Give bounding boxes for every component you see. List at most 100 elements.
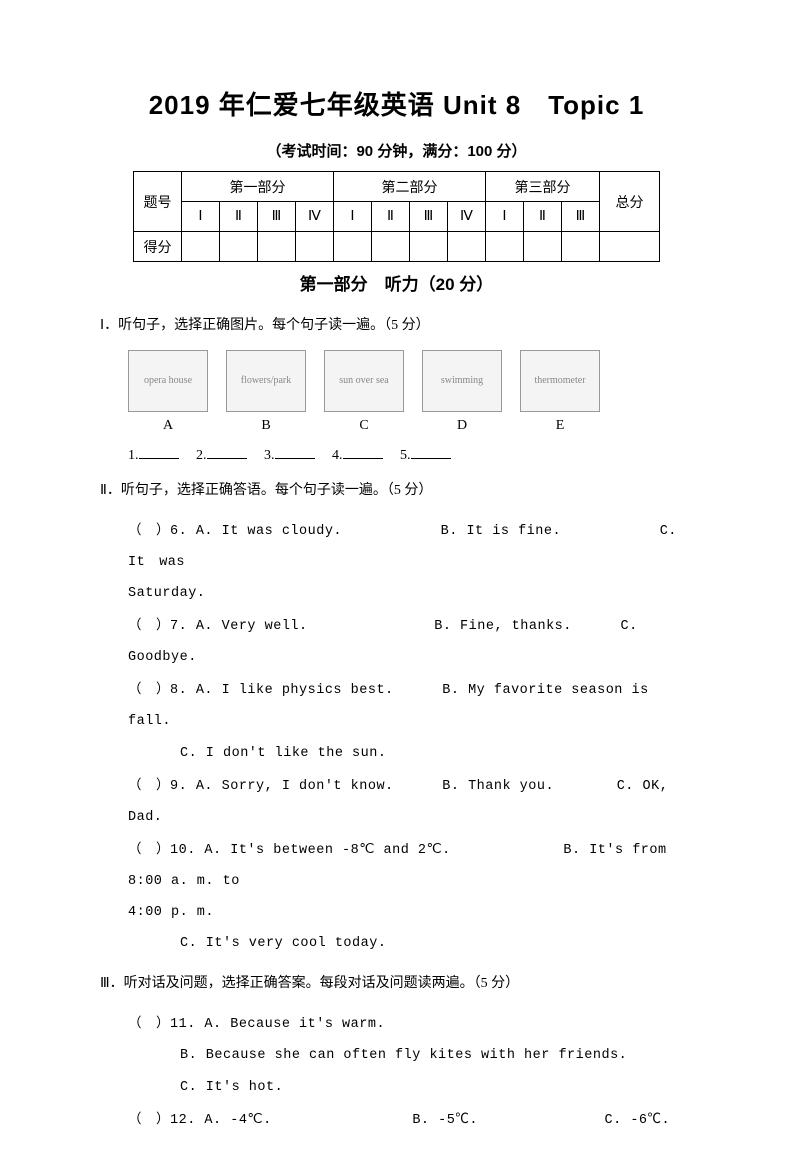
score-cell bbox=[410, 232, 448, 262]
pic-label-e: E bbox=[520, 418, 600, 434]
paren-close: ） bbox=[156, 1015, 170, 1030]
answer-blanks: 1. 2. 3. 4. 5. bbox=[128, 444, 693, 464]
q7-a: A. Very well. bbox=[196, 619, 308, 634]
q10-c: C. It's very cool today. bbox=[180, 928, 693, 959]
picture-a: opera house bbox=[128, 350, 208, 412]
q8-c: C. I don't like the sun. bbox=[180, 738, 693, 769]
exam-info: （考试时间：90 分钟，满分：100 分） bbox=[100, 140, 693, 161]
paren-open: （ bbox=[128, 681, 142, 696]
q9-a: A. Sorry, I don't know. bbox=[196, 779, 394, 794]
q11-a: A. Because it's warm. bbox=[204, 1017, 385, 1032]
picture-labels: A B C D E bbox=[128, 418, 693, 434]
paren-close: ） bbox=[156, 777, 170, 792]
q9: （ ）9. A. Sorry, I don't know. B. Thank y… bbox=[128, 769, 693, 833]
paren-open: （ bbox=[128, 1111, 142, 1126]
paren-open: （ bbox=[128, 777, 142, 792]
part3-header: 第三部分 bbox=[486, 172, 600, 202]
score-cell bbox=[600, 232, 660, 262]
section-ii-instr: Ⅱ．听句子，选择正确答语。每个句子读一遍。（5 分） bbox=[100, 478, 693, 505]
q6: （ ）6. A. It was cloudy. B. It is fine. C… bbox=[128, 514, 693, 578]
pic-label-d: D bbox=[422, 418, 502, 434]
section-i-instr: Ⅰ．听句子，选择正确图片。每个句子读一遍。（5 分） bbox=[100, 313, 693, 340]
q7-b: B. Fine, thanks. bbox=[434, 619, 572, 634]
q12-b: B. -5℃. bbox=[412, 1113, 478, 1128]
blank-4[interactable] bbox=[343, 445, 383, 459]
q12: （ ）12. A. -4℃. B. -5℃. C. -6℃. bbox=[128, 1103, 693, 1136]
blank-2[interactable] bbox=[207, 445, 247, 459]
p1-c2: Ⅱ bbox=[220, 202, 258, 232]
picture-d: swimming bbox=[422, 350, 502, 412]
score-cell bbox=[372, 232, 410, 262]
paren-open: （ bbox=[128, 841, 142, 856]
blank-1[interactable] bbox=[139, 445, 179, 459]
paren-open: （ bbox=[128, 1015, 142, 1030]
p1-c4: Ⅳ bbox=[296, 202, 334, 232]
score-cell bbox=[182, 232, 220, 262]
page-title: 2019 年仁爱七年级英语 Unit 8 Topic 1 bbox=[100, 85, 693, 122]
q11: （ ）11. A. Because it's warm. bbox=[128, 1007, 693, 1040]
blank-2-num: 2. bbox=[196, 448, 207, 463]
score-cell bbox=[258, 232, 296, 262]
score-table: 题号 第一部分 第二部分 第三部分 总分 Ⅰ Ⅱ Ⅲ Ⅳ Ⅰ Ⅱ Ⅲ Ⅳ Ⅰ Ⅱ… bbox=[133, 171, 660, 262]
q11-num: 11. bbox=[170, 1017, 196, 1032]
q12-num: 12. bbox=[170, 1113, 196, 1128]
q10-cont: 4:00 p. m. bbox=[128, 897, 693, 928]
part2-header: 第二部分 bbox=[334, 172, 486, 202]
part1-header: 第一部分 bbox=[182, 172, 334, 202]
q8: （ ）8. A. I like physics best. B. My favo… bbox=[128, 673, 693, 737]
q6-b: B. It is fine. bbox=[441, 524, 561, 539]
paren-close: ） bbox=[156, 681, 170, 696]
q8-a: A. I like physics best. bbox=[196, 683, 394, 698]
section1-header: 第一部分 听力（20 分） bbox=[100, 270, 693, 295]
p2-c3: Ⅲ bbox=[410, 202, 448, 232]
q9-b: B. Thank you. bbox=[442, 779, 554, 794]
row-label-tihao: 题号 bbox=[134, 172, 182, 232]
p2-c4: Ⅳ bbox=[448, 202, 486, 232]
p2-c1: Ⅰ bbox=[334, 202, 372, 232]
paren-close: ） bbox=[156, 1111, 170, 1126]
q6-cont: Saturday. bbox=[128, 578, 693, 609]
blank-4-num: 4. bbox=[332, 448, 343, 463]
score-cell bbox=[220, 232, 258, 262]
q11-c: C. It's hot. bbox=[180, 1072, 693, 1103]
section-iii-instr: Ⅲ．听对话及问题，选择正确答案。每段对话及问题读两遍。（5 分） bbox=[100, 971, 693, 998]
q10: （ ）10. A. It's between -8℃ and 2℃. B. It… bbox=[128, 833, 693, 897]
q6-a: A. It was cloudy. bbox=[196, 524, 342, 539]
score-cell bbox=[334, 232, 372, 262]
total-header: 总分 bbox=[600, 172, 660, 232]
picture-e: thermometer bbox=[520, 350, 600, 412]
paren-close: ） bbox=[156, 841, 170, 856]
paren-close: ） bbox=[156, 617, 170, 632]
q12-c: C. -6℃. bbox=[605, 1113, 671, 1128]
p2-c2: Ⅱ bbox=[372, 202, 410, 232]
score-cell bbox=[524, 232, 562, 262]
q11-b: B. Because she can often fly kites with … bbox=[180, 1040, 693, 1071]
picture-row: opera house flowers/park sun over sea sw… bbox=[128, 350, 693, 412]
picture-c: sun over sea bbox=[324, 350, 404, 412]
q7: （ ）7. A. Very well. B. Fine, thanks. C. … bbox=[128, 609, 693, 673]
blank-5[interactable] bbox=[411, 445, 451, 459]
p1-c1: Ⅰ bbox=[182, 202, 220, 232]
q10-a: A. It's between -8℃ and 2℃. bbox=[204, 843, 450, 858]
p3-c1: Ⅰ bbox=[486, 202, 524, 232]
paren-open: （ bbox=[128, 522, 142, 537]
paren-close: ） bbox=[156, 522, 170, 537]
paren-open: （ bbox=[128, 617, 142, 632]
q10-num: 10. bbox=[170, 843, 196, 858]
q7-num: 7. bbox=[170, 619, 187, 634]
p1-c3: Ⅲ bbox=[258, 202, 296, 232]
blank-1-num: 1. bbox=[128, 448, 139, 463]
blank-3-num: 3. bbox=[264, 448, 275, 463]
score-cell bbox=[296, 232, 334, 262]
p3-c3: Ⅲ bbox=[562, 202, 600, 232]
blank-3[interactable] bbox=[275, 445, 315, 459]
picture-b: flowers/park bbox=[226, 350, 306, 412]
q12-a: A. -4℃. bbox=[204, 1113, 271, 1128]
pic-label-c: C bbox=[324, 418, 404, 434]
score-cell bbox=[448, 232, 486, 262]
p3-c2: Ⅱ bbox=[524, 202, 562, 232]
score-cell bbox=[562, 232, 600, 262]
q6-num: 6. bbox=[170, 524, 187, 539]
blank-5-num: 5. bbox=[400, 448, 411, 463]
pic-label-a: A bbox=[128, 418, 208, 434]
